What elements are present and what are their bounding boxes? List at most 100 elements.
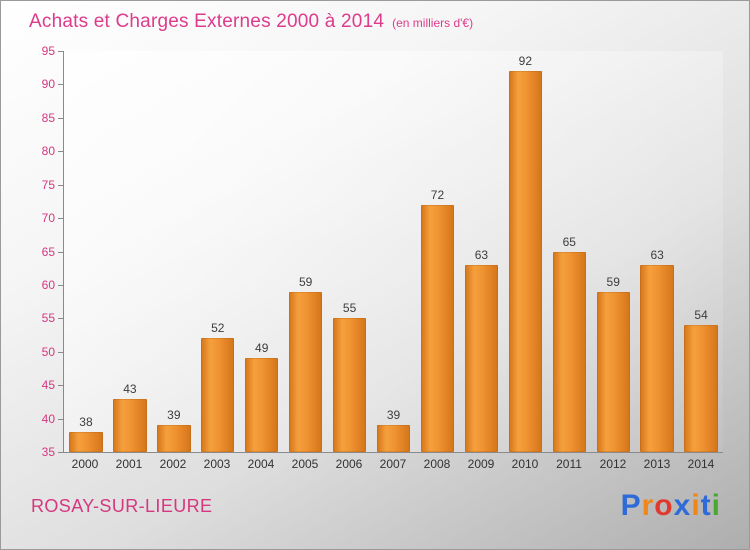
bar-slot: 59 [284, 51, 328, 452]
x-tick-label: 2009 [467, 457, 495, 471]
bar-value-label: 65 [562, 234, 576, 249]
bar-2008 [420, 204, 455, 452]
x-tick-label: 2002 [159, 457, 187, 471]
bar-value-label: 59 [606, 274, 620, 289]
bar-slot: 65 [547, 51, 591, 452]
y-tick-label: 90 [41, 77, 55, 92]
bar-value-label: 63 [474, 247, 489, 262]
x-tick-label: 2000 [71, 457, 99, 471]
bar-2009 [464, 264, 499, 452]
bar-value-label: 49 [255, 341, 269, 356]
y-tick-label: 55 [41, 311, 55, 326]
bar-value-label: 63 [650, 247, 664, 262]
y-tick-mark [58, 117, 63, 119]
logo-letter: i [691, 489, 701, 522]
bar-2007 [376, 425, 411, 452]
x-tick-label: 2003 [203, 457, 231, 471]
x-tick-label: 2008 [423, 457, 451, 471]
chart-subtitle: (en milliers d'€) [392, 16, 474, 30]
y-tick-label: 95 [41, 44, 55, 58]
bar-value-label: 43 [123, 381, 137, 396]
bar-value-label: 72 [430, 187, 445, 202]
y-tick-label: 80 [41, 144, 55, 159]
x-axis: 2000 2001 2002 2003 2004 2005 2006 2007 2008 2009… [63, 457, 723, 471]
y-tick-mark [58, 184, 63, 186]
logo-letter: r [641, 489, 655, 522]
bar-value-label: 38 [79, 414, 93, 429]
bar-slot: 52 [196, 51, 240, 452]
y-tick-mark [58, 452, 63, 453]
proxiti-logo: Proxiti [621, 489, 721, 523]
bar-slot: 39 [152, 51, 196, 452]
bar-slot: 63 [459, 51, 503, 452]
bar-value-label: 39 [386, 408, 401, 423]
bar-slot: 55 [328, 51, 372, 452]
y-tick-label: 85 [41, 110, 55, 125]
chart-header: Achats et Charges Externes 2000 à 2014 (e… [29, 11, 729, 33]
bar-value-label: 55 [342, 301, 357, 316]
bar-2013 [640, 264, 674, 452]
y-tick-label: 70 [41, 211, 55, 226]
bar-slot: 49 [240, 51, 284, 452]
bar-slot: 38 [64, 51, 108, 452]
logo-letter: i [711, 489, 721, 522]
bar-slot: 43 [108, 51, 152, 452]
y-tick-mark [58, 218, 63, 220]
y-tick-label: 45 [41, 378, 55, 393]
plot-area: 38 43 39 52 49 59 55 39 72 63 92 65 59 63 54 [63, 51, 723, 453]
location-label: ROSAY-SUR-LIEURE [31, 496, 213, 516]
x-tick-label: 2001 [115, 457, 143, 471]
y-tick-mark [58, 51, 63, 52]
y-tick-mark [58, 418, 63, 420]
x-tick-label: 2013 [643, 457, 671, 471]
bar-2010 [508, 71, 543, 452]
bar-value-label: 92 [518, 54, 533, 69]
x-tick-label: 2006 [335, 457, 363, 471]
bar-2003 [201, 338, 235, 452]
bar-2004 [245, 358, 279, 452]
bar-2001 [113, 398, 147, 452]
y-tick-label: 75 [41, 177, 55, 192]
bar-2012 [596, 291, 630, 452]
bar-slot: 59 [591, 51, 635, 452]
bar-slot: 54 [679, 51, 723, 452]
bar-slot: 72 [416, 51, 460, 452]
bar-slot: 39 [372, 51, 416, 452]
bar-2005 [288, 291, 323, 452]
x-tick-label: 2007 [379, 457, 407, 471]
y-tick-label: 35 [41, 445, 55, 459]
x-tick-label: 2005 [291, 457, 319, 471]
y-tick-mark [58, 251, 63, 253]
y-tick-mark [58, 385, 63, 387]
x-tick-label: 2011 [556, 457, 582, 471]
y-tick-label: 60 [41, 277, 55, 292]
y-tick-mark [58, 351, 63, 353]
bar-value-label: 39 [167, 408, 181, 423]
logo-letter: P [620, 489, 642, 522]
bar-value-label: 54 [694, 308, 708, 323]
bar-2014 [684, 325, 718, 452]
y-tick-mark [58, 318, 63, 320]
logo-letter: x [673, 489, 692, 522]
bar-slot: 92 [503, 51, 547, 452]
y-tick-label: 50 [41, 344, 55, 359]
logo-letter: o [654, 489, 674, 522]
bar-2006 [332, 318, 367, 452]
logo-letter: t [700, 489, 712, 522]
x-tick-label: 2010 [511, 457, 539, 471]
y-tick-mark [58, 284, 63, 286]
bar-value-label: 52 [211, 321, 225, 336]
bar-2011 [552, 251, 586, 452]
y-tick-mark [58, 151, 63, 153]
y-tick-mark [58, 84, 63, 86]
y-tick-label: 40 [41, 411, 55, 426]
bar-value-label: 59 [298, 274, 313, 289]
y-tick-label: 65 [41, 244, 55, 259]
bar-2002 [157, 425, 191, 452]
x-tick-label: 2014 [687, 457, 715, 471]
bar-2000 [69, 431, 103, 452]
chart-title: Achats et Charges Externes 2000 à 2014 [29, 11, 385, 32]
x-tick-label: 2012 [599, 457, 627, 471]
x-tick-label: 2004 [247, 457, 275, 471]
